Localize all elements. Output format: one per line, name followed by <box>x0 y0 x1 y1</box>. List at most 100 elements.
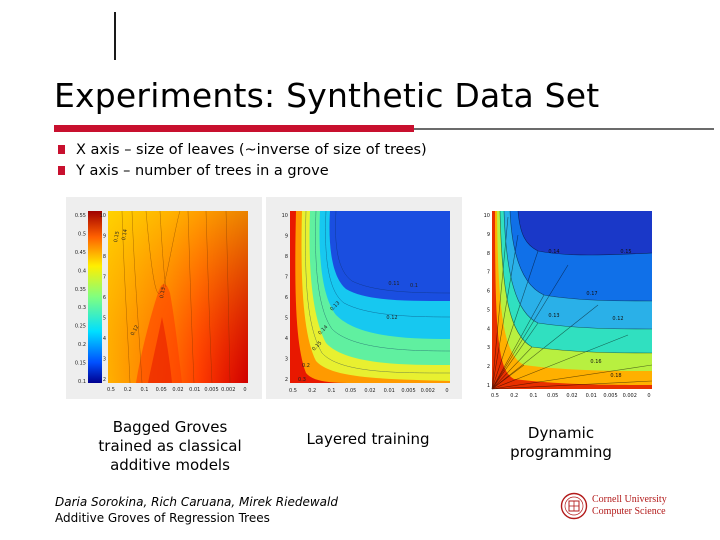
colorbar-tick-label: 0.5 <box>78 231 86 237</box>
contour-label: 0.17 <box>586 291 597 297</box>
x-tick-label: 0.5 <box>107 387 115 393</box>
x-tick-label: 0.5 <box>491 393 499 399</box>
square-bullet-icon <box>58 166 65 175</box>
x-tick-label: 0.005 <box>204 387 218 393</box>
x-tick-label: 0.02 <box>172 387 183 393</box>
contour-label: 0.11 <box>388 281 399 287</box>
x-tick-label: 0.002 <box>623 393 637 399</box>
y-tick-label: 8 <box>487 251 490 257</box>
y-tick-label: 9 <box>285 234 288 240</box>
y-tick-label: 6 <box>103 295 106 301</box>
cornell-logo: Cornell University Computer Science <box>560 492 668 522</box>
y-tick-label: 10 <box>282 213 288 219</box>
contour-label: 0.12 <box>612 316 623 322</box>
x-tick-label: 0.2 <box>124 387 132 393</box>
x-tick-label: 0.05 <box>156 387 167 393</box>
contour-field <box>290 211 450 383</box>
y-tick-label: 3 <box>487 345 490 351</box>
bullet-item: X axis – size of leaves (~inverse of siz… <box>58 140 427 161</box>
contour-label: 0.15 <box>620 249 631 255</box>
y-tick-label: 2 <box>487 364 490 370</box>
y-tick-label: 5 <box>285 316 288 322</box>
x-tick-label: 0.002 <box>421 388 435 394</box>
x-tick-label: 0.1 <box>530 393 538 399</box>
y-tick-label: 9 <box>103 234 106 240</box>
title-underline-gray <box>414 128 714 130</box>
x-tick-label: 0.02 <box>364 388 375 394</box>
y-tick-label: 10 <box>100 213 106 219</box>
contour-field <box>492 211 652 389</box>
contour-label: 0.12 <box>130 324 141 337</box>
logo-wordmark: Cornell University Computer Science <box>592 494 667 518</box>
contour-label: 0.14 <box>548 249 559 255</box>
bullet-item: Y axis – number of trees in a grove <box>58 161 427 182</box>
contour-label: 0.12 <box>386 315 397 321</box>
contour-plot-layered-training: 0.30.20.150.140.130.120.11 0.1 1098765432… <box>266 197 462 399</box>
y-tick-label: 4 <box>285 336 288 342</box>
x-tick-label: 0.01 <box>189 387 200 393</box>
contour-label: 0.18 <box>610 373 621 379</box>
x-tick-label: 0.01 <box>384 388 395 394</box>
colorbar-tick-label: 0.45 <box>75 250 86 256</box>
colorbar-tick-label: 0.2 <box>78 342 86 348</box>
x-tick-label: 0.1 <box>141 387 149 393</box>
contour-label: 0.14 <box>121 229 129 241</box>
y-tick-label: 6 <box>487 289 490 295</box>
cornell-seal-icon <box>560 492 588 520</box>
contour-plot-dynamic-programming: 0.14 0.150.170.13 0.120.160.18 10987654321… <box>478 205 654 409</box>
footer-title: Additive Groves of Regression Trees <box>55 511 270 525</box>
plot-bagged-groves: 0.15 0.14 0.13 0.12 10 9 8 7 6 5 4 3 2 0.5 0.2 0.1 0.0… <box>66 197 262 399</box>
logo-line1: Cornell University <box>592 494 667 505</box>
y-tick-label: 9 <box>487 232 490 238</box>
plot-layered-training: 0.3 0.2 0.15 0.14 0.13 0.12 0.11 0.1 10 9 8 7 6 5 4 3 2… <box>266 197 462 399</box>
x-tick-label: 0 <box>445 388 448 394</box>
contour-label: 0.3 <box>298 377 306 383</box>
y-tick-label: 3 <box>103 357 106 363</box>
title-underline-red <box>54 125 414 132</box>
y-tick-label: 4 <box>103 336 106 342</box>
footer-authors: Daria Sorokina, Rich Caruana, Mirek Ried… <box>55 495 338 509</box>
y-tick-label: 8 <box>285 254 288 260</box>
y-tick-label: 5 <box>487 307 490 313</box>
y-tick-label: 1 <box>487 383 490 389</box>
bullet-text: Y axis – number of trees in a grove <box>76 163 329 179</box>
slide-title: Experiments: Synthetic Data Set <box>54 76 600 115</box>
colorbar-tick-label: 0.35 <box>75 287 86 293</box>
x-tick-label: 0.01 <box>586 393 597 399</box>
x-tick-label: 0.2 <box>510 393 518 399</box>
x-tick-label: 0.1 <box>328 388 336 394</box>
colorbar-tick-label: 0.15 <box>75 361 86 367</box>
colorbar-tick-label: 0.1 <box>78 379 86 385</box>
colorbar-tick-label: 0.4 <box>78 268 86 274</box>
contour-plot-bagged-groves: 0.15 0.14 0.13 0.12 10 9 8 7 6 5 4 3 2 0.5 0.2 0.1 0.0… <box>66 197 262 399</box>
y-tick-label: 2 <box>285 377 288 383</box>
x-tick-label: 0.005 <box>603 393 617 399</box>
decorative-vertical-line <box>114 12 116 60</box>
y-tick-label: 7 <box>487 270 490 276</box>
y-tick-label: 10 <box>484 213 490 219</box>
y-tick-label: 5 <box>103 316 106 322</box>
contour-label: 0.1 <box>410 283 418 289</box>
caption-bagged-groves: Bagged Groves trained as classical addit… <box>98 418 242 474</box>
contour-label: 0.16 <box>590 359 601 365</box>
y-tick-label: 7 <box>103 275 106 281</box>
x-tick-label: 0 <box>243 387 246 393</box>
y-tick-label: 6 <box>285 295 288 301</box>
contour-label: 0.13 <box>548 313 559 319</box>
colorbar-tick-label: 0.25 <box>75 324 86 330</box>
y-tick-label: 7 <box>285 275 288 281</box>
x-tick-label: 0 <box>647 393 650 399</box>
caption-layered-training: Layered training <box>306 430 430 448</box>
x-tick-label: 0.2 <box>308 388 316 394</box>
y-tick-label: 3 <box>285 357 288 363</box>
contour-label: 0.13 <box>159 287 167 299</box>
colorbar-tick-label: 0.55 <box>75 213 86 219</box>
contour-label: 0.2 <box>302 363 310 369</box>
x-tick-label: 0.02 <box>566 393 577 399</box>
y-tick-label: 2 <box>103 377 106 383</box>
caption-dynamic-programming: Dynamic programming <box>510 424 612 461</box>
x-tick-label: 0.05 <box>345 388 356 394</box>
x-tick-label: 0.002 <box>221 387 235 393</box>
y-tick-label: 8 <box>103 254 106 260</box>
colorbar-tick-label: 0.3 <box>78 305 86 311</box>
